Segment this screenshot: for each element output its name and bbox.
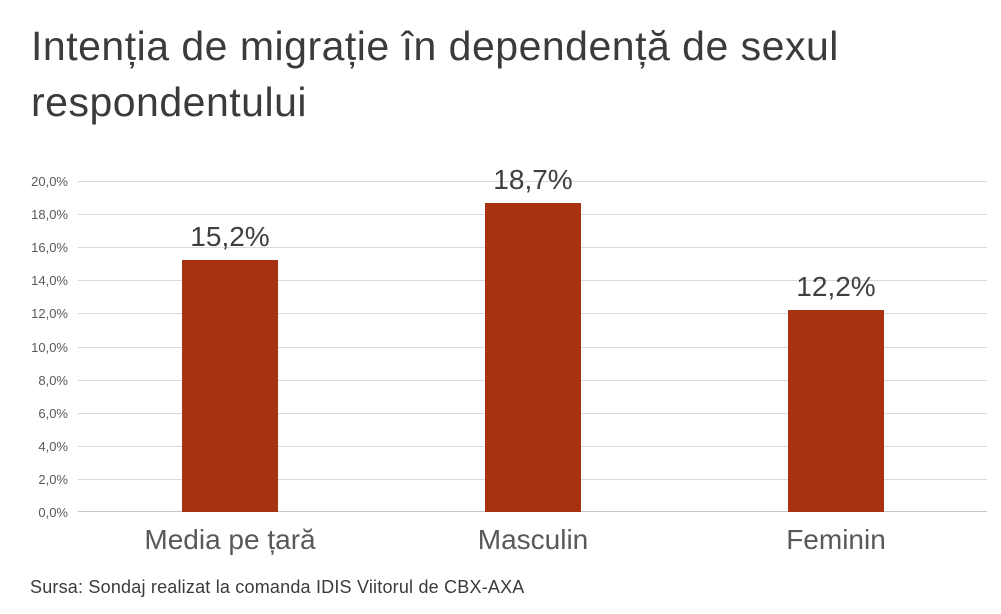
y-axis-tick-label: 0,0%	[38, 505, 68, 520]
y-axis-tick-label: 10,0%	[31, 340, 68, 355]
y-axis-tick-label: 16,0%	[31, 240, 68, 255]
y-axis-tick-label: 4,0%	[38, 439, 68, 454]
bar-3	[788, 310, 884, 512]
y-axis-tick-label: 2,0%	[38, 472, 68, 487]
bar-value-label: 18,7%	[493, 164, 573, 195]
x-axis-category-label: Masculin	[477, 524, 589, 555]
y-axis-tick-label: 14,0%	[31, 273, 68, 288]
x-axis-category-label: Media pe țară	[144, 524, 316, 555]
chart-title: Intenția de migrație în dependență de se…	[31, 23, 839, 125]
bar-chart-plot-area: 15,2% 18,7% 12,2%	[78, 165, 987, 512]
source-note: Sursa: Sondaj realizat la comanda IDIS V…	[30, 577, 525, 597]
y-axis-tick-label: 6,0%	[38, 406, 68, 421]
y-axis-tick-label: 12,0%	[31, 306, 68, 321]
bar-2	[485, 203, 581, 512]
x-axis-category-label: Feminin	[786, 524, 886, 555]
y-axis-tick-label: 20,0%	[31, 174, 68, 189]
y-axis-tick-label: 8,0%	[38, 373, 68, 388]
gridline	[78, 181, 987, 182]
bar-value-label: 12,2%	[796, 271, 876, 302]
y-axis-tick-label: 18,0%	[31, 207, 68, 222]
bar-1	[182, 260, 278, 512]
bar-value-label: 15,2%	[190, 221, 270, 252]
